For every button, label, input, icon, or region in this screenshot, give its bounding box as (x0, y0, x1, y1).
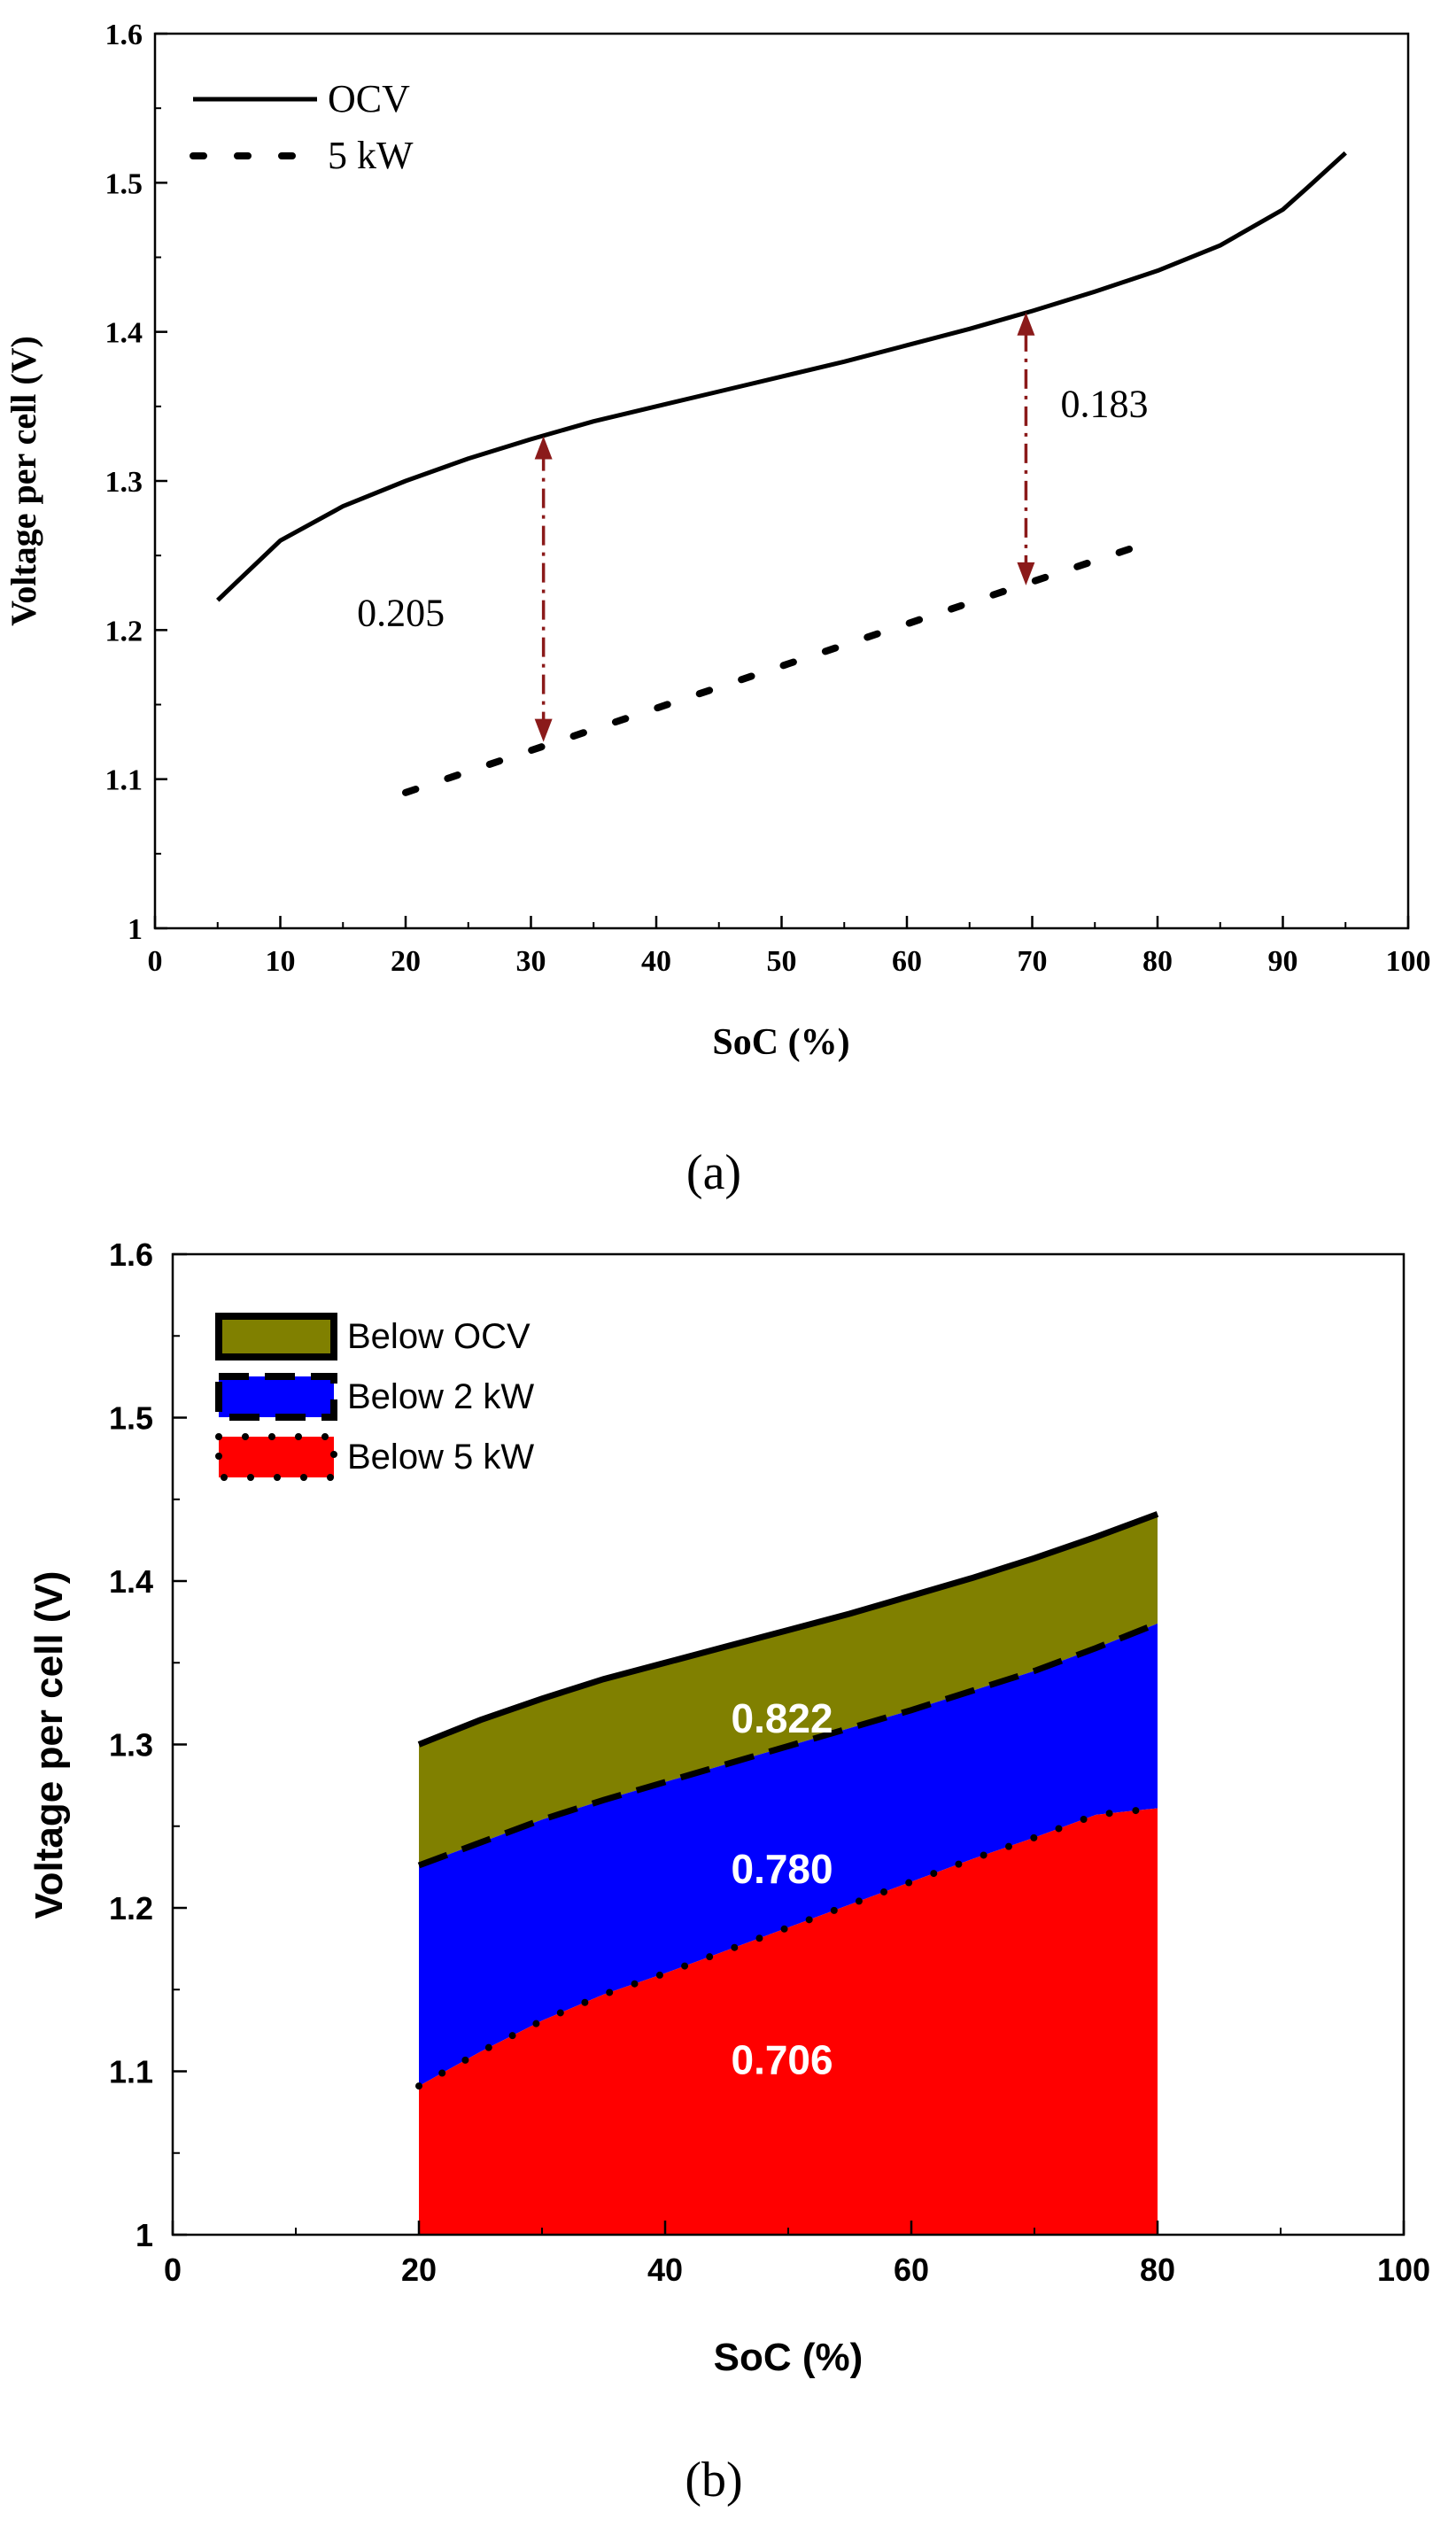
panel-b-legend-label: Below 5 kW (347, 1438, 534, 1477)
panel-a-legend: OCV 5 kW (190, 77, 414, 177)
panel-b-y-tick-label: 1.4 (109, 1563, 153, 1600)
panel-a-chart: 0 10 20 30 40 50 60 70 80 90 100 11.11.21.31.41.51… (4, 19, 1431, 1200)
panel-a-x-tick-label: 40 (641, 945, 671, 978)
panel-b-x-ticks: 0 20 40 60 80 100 (164, 2221, 1430, 2288)
panel-b-x-tick-label: 40 (647, 2252, 683, 2288)
panel-a-y-tick-label: 1.2 (105, 615, 143, 647)
panel-b-area-value-label: 0.822 (731, 1695, 833, 1741)
panel-b-y-tick-label: 1.6 (109, 1236, 153, 1273)
panel-a-y-tick-label: 1.3 (105, 466, 143, 499)
panel-b-y-tick-label: 1.2 (109, 1890, 153, 1926)
panel-a-legend-5kw-label: 5 kW (328, 134, 414, 177)
panel-b-y-ticks: 1 1.1 1.2 1.3 1.4 1.5 1.6 (109, 1236, 187, 2253)
panel-b-label: (b) (685, 2453, 742, 2508)
panel-a-label: (a) (686, 1145, 741, 1200)
panel-b-x-tick-label: 0 (164, 2252, 182, 2288)
panel-a-ocv-line (216, 151, 1347, 602)
panel-a-x-tick-label: 70 (1018, 945, 1048, 978)
panel-b-legend-label: Below OCV (347, 1317, 531, 1356)
panel-b-areas (419, 1514, 1158, 2235)
panel-b-y-axis-label: Voltage per cell (V) (27, 1571, 71, 1919)
panel-a-y-tick-label: 1.5 (105, 167, 143, 200)
panel-a-x-tick-label: 0 (148, 945, 163, 978)
panel-a-x-tick-label: 90 (1268, 945, 1298, 978)
panel-a-x-axis-label: SoC (%) (712, 1022, 849, 1063)
panel-b-x-tick-label: 100 (1377, 2252, 1430, 2288)
panel-a-y-tick-label: 1.6 (105, 19, 143, 51)
panel-b-x-axis-label: SoC (%) (714, 2336, 864, 2379)
panel-b-legend-label: Below 2 kW (347, 1377, 534, 1416)
panel-b-x-tick-label: 20 (401, 2252, 437, 2288)
panel-b-y-tick-label: 1.5 (109, 1400, 153, 1437)
panel-b-borders (415, 1511, 1161, 2090)
panel-b-area-value-label: 0.706 (731, 2037, 833, 2083)
panel-b-area-value-label: 0.780 (731, 1846, 833, 1892)
panel-a-y-axis-label: Voltage per cell (V) (4, 336, 43, 626)
panel-b-x-tick-label: 80 (1140, 2252, 1175, 2288)
panel-a-x-tick-label: 100 (1386, 945, 1431, 978)
panel-b-y-tick-label: 1.3 (109, 1727, 153, 1764)
panel-b-5kw-border (415, 1804, 1161, 2090)
panel-b-ocv-border (417, 1511, 1159, 1748)
panel-a-annotations: 0.205 0.183 (357, 312, 1149, 742)
panel-b-legend-swatch (215, 1373, 337, 1421)
panel-a-y-ticks: 1 1.1 1.2 1.3 1.4 1.5 1.6 (105, 19, 167, 946)
panel-b-area-below-ocv (419, 1514, 1158, 1866)
panel-b-y-tick-label: 1 (136, 2217, 153, 2253)
panel-a-legend-ocv-label: OCV (328, 77, 410, 120)
panel-a-x-tick-label: 80 (1142, 945, 1173, 978)
panel-b-legend-swatch (215, 1313, 337, 1361)
panel-b-legend: Below OCV Below 2 kW Below 5 kW (215, 1313, 534, 1481)
panel-b-legend-swatch (215, 1433, 337, 1481)
panel-b-2kw-border (417, 1620, 1159, 1869)
panel-a-y-tick-label: 1.4 (105, 317, 143, 350)
panel-b-area-below-2kw (419, 1623, 1158, 2087)
panel-a-x-tick-label: 20 (391, 945, 421, 978)
panel-a-y-tick-label: 1 (128, 913, 143, 946)
panel-a-arrowhead-down (534, 718, 553, 742)
panel-a-y-tick-label: 1.1 (105, 764, 143, 797)
panel-a-annotation-value: 0.205 (357, 591, 445, 634)
panel-a-x-tick-label: 50 (767, 945, 797, 978)
panel-a-arrowhead-down (1017, 562, 1035, 585)
panel-a-x-tick-label: 10 (266, 945, 296, 978)
panel-a-x-ticks: 0 10 20 30 40 50 60 70 80 90 100 (148, 916, 1431, 978)
panel-a-x-tick-label: 60 (892, 945, 922, 978)
panel-a-arrowhead-up (534, 436, 553, 460)
panel-a-arrowhead-up (1017, 312, 1035, 336)
panel-a-series (216, 151, 1347, 796)
panel-a-x-tick-label: 30 (516, 945, 546, 978)
panel-b-y-tick-label: 1.1 (109, 2054, 153, 2090)
panel-a-5kw-dotted-line (402, 544, 1136, 796)
panel-a-annotation-value: 0.183 (1061, 383, 1149, 426)
panel-b-area-below-5kw (419, 1808, 1158, 2235)
panel-b-x-tick-label: 60 (894, 2252, 929, 2288)
panel-b-area-labels: 0.822 0.780 0.706 (731, 1695, 833, 2083)
